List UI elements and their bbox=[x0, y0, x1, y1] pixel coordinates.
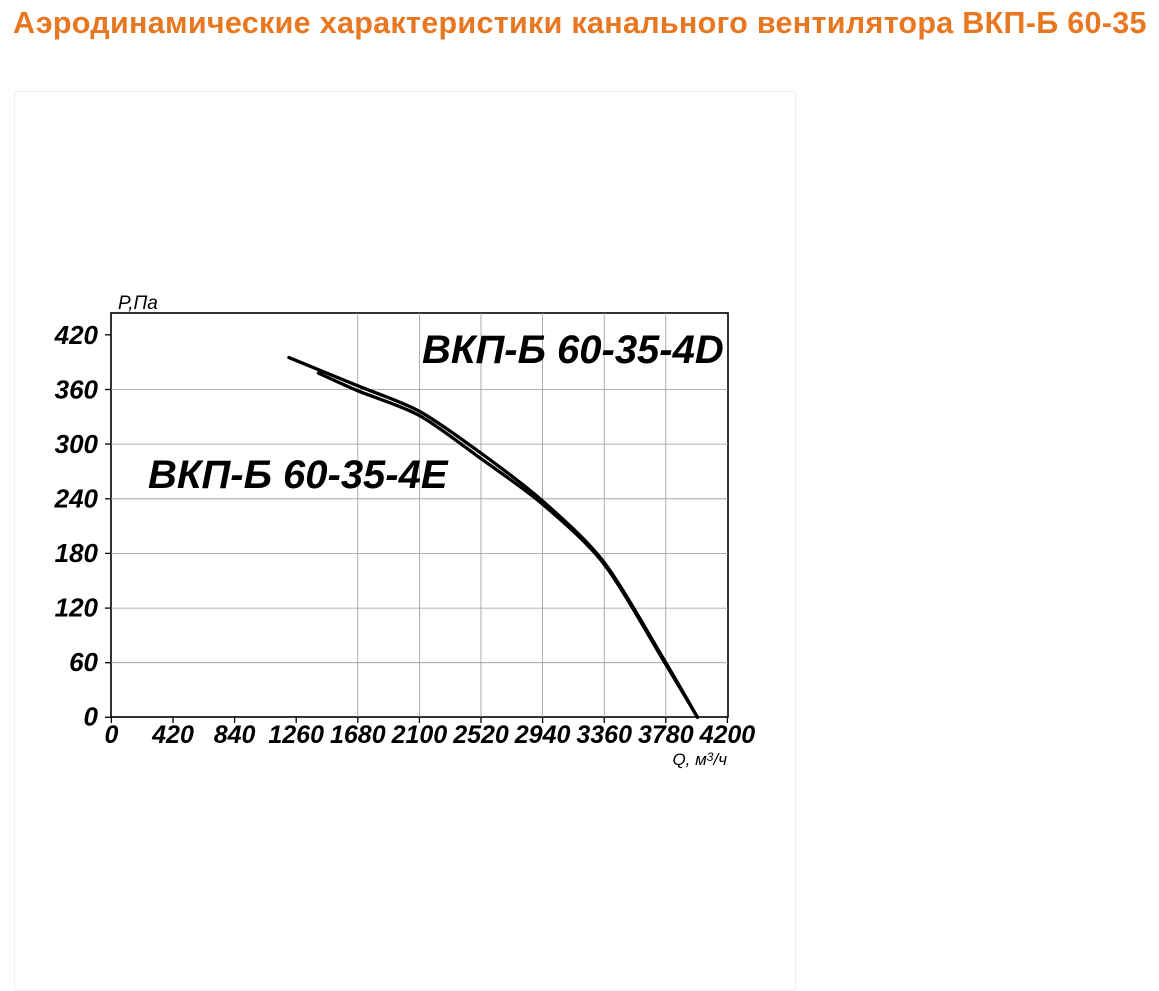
svg-text:4200: 4200 bbox=[699, 721, 756, 749]
svg-text:1680: 1680 bbox=[330, 721, 386, 749]
svg-text:Q, м3/ч: Q, м3/ч bbox=[672, 750, 727, 769]
svg-text:420: 420 bbox=[151, 721, 194, 749]
svg-text:3360: 3360 bbox=[576, 721, 632, 749]
svg-text:180: 180 bbox=[55, 538, 99, 568]
svg-text:1260: 1260 bbox=[268, 721, 324, 749]
svg-text:420: 420 bbox=[54, 320, 99, 350]
svg-text:60: 60 bbox=[69, 647, 98, 677]
svg-text:2940: 2940 bbox=[514, 721, 571, 749]
svg-text:840: 840 bbox=[214, 721, 256, 749]
svg-text:P,Па: P,Па bbox=[118, 293, 158, 314]
svg-text:2520: 2520 bbox=[452, 721, 509, 749]
svg-text:0: 0 bbox=[104, 721, 118, 749]
svg-text:3780: 3780 bbox=[638, 721, 694, 749]
svg-text:ВКП-Б 60-35-4E: ВКП-Б 60-35-4E bbox=[148, 453, 449, 497]
svg-text:ВКП-Б 60-35-4D: ВКП-Б 60-35-4D bbox=[422, 328, 724, 372]
svg-text:240: 240 bbox=[54, 484, 99, 514]
svg-text:2100: 2100 bbox=[391, 721, 448, 749]
svg-text:120: 120 bbox=[55, 593, 99, 623]
svg-text:0: 0 bbox=[84, 702, 99, 732]
svg-text:300: 300 bbox=[55, 429, 99, 459]
svg-text:360: 360 bbox=[55, 375, 99, 405]
